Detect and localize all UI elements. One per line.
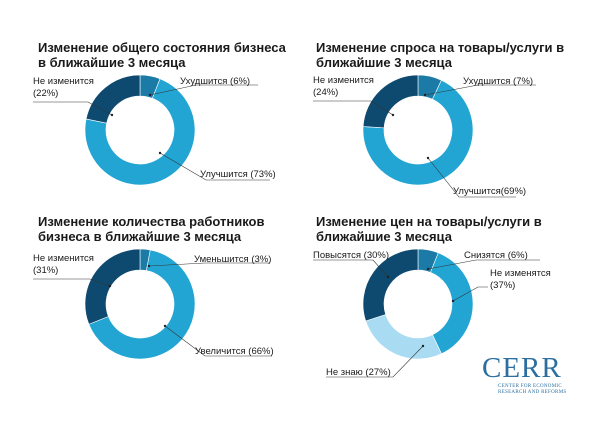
data-label: Ухудшится (7%) — [463, 76, 533, 87]
donut-slice-2 — [84, 78, 196, 186]
leader-line — [164, 325, 272, 357]
donut-slice-2 — [362, 79, 474, 186]
data-label: Уменьшится (3%) — [194, 254, 271, 265]
leader-dot — [147, 264, 151, 268]
cerr-logo: CERR CENTER FOR ECONOMIC RESEARCH AND RE… — [482, 352, 582, 402]
leader-line — [427, 157, 516, 198]
leader-line — [427, 259, 540, 270]
donut-slice-3 — [362, 74, 419, 129]
chart-business-state: Изменение общего состояния бизнеса в бли… — [0, 40, 300, 230]
leader-line — [326, 345, 424, 378]
logo-wordmark: CERR — [482, 352, 562, 384]
data-label: Улучшится(69%) — [453, 186, 526, 197]
data-label: Не знаю (27%) — [326, 367, 391, 378]
donut-slice-4 — [362, 248, 419, 322]
chart-prices: Изменение цен на товары/услуги в ближайш… — [278, 214, 578, 404]
leader-dot — [108, 284, 112, 288]
leader-dot — [426, 156, 430, 160]
chart-title: Изменение общего состояния бизнеса в бли… — [38, 40, 286, 70]
leader-line — [313, 259, 389, 278]
chart-employees: Изменение количества работников бизнеса … — [0, 214, 300, 404]
donut-chart: Уменьшится (3%) Увеличится (66%) Не измени… — [33, 248, 274, 360]
leader-dot — [421, 344, 425, 348]
data-label: Не изменится (24%) — [313, 75, 374, 98]
leader-dot — [391, 113, 395, 117]
leader-dot — [451, 299, 455, 303]
chart-title: Изменение количества работников бизнеса … — [38, 214, 265, 244]
leader-line — [452, 286, 488, 302]
donut-slice-2 — [430, 252, 474, 355]
data-label: Не изменится (31%) — [33, 253, 94, 276]
chart-title: Изменение цен на товары/услуги в ближайш… — [316, 214, 542, 244]
leader-line — [313, 100, 394, 116]
leader-dot — [386, 275, 390, 279]
data-label: Не изменится (22%) — [33, 76, 94, 99]
donut-chart: Снизятся (6%) Не изменятся (37%) Не знаю (2… — [313, 248, 551, 378]
donut-slice-3 — [85, 74, 141, 124]
leader-line — [149, 84, 258, 96]
data-label: Ухудшится (6%) — [180, 76, 250, 87]
donut-slice-3 — [84, 248, 141, 325]
chart-demand: Изменение спроса на товары/услуги в ближ… — [278, 40, 578, 230]
data-label: Снизятся (6%) — [464, 250, 528, 261]
donut-chart: Ухудшится (7%) Улучшится(69%) Не изменится… — [313, 74, 536, 198]
donut-slice-3 — [365, 314, 442, 360]
donut-chart: Ухудшится (6%) Улучшится (73%) Не изменитс… — [33, 74, 276, 186]
data-label: Улучшится (73%) — [200, 169, 276, 180]
leader-line — [33, 101, 113, 116]
leader-line — [148, 262, 270, 267]
leader-dot — [158, 151, 162, 155]
leader-dot — [110, 113, 114, 117]
data-label: Не изменятся (37%) — [490, 268, 551, 291]
data-label: Увеличится (66%) — [195, 346, 274, 357]
leader-dot — [423, 93, 427, 97]
leader-dot — [163, 324, 167, 328]
data-label: Повысятся (30%) — [313, 250, 389, 261]
leader-line — [424, 84, 536, 96]
leader-line — [159, 152, 270, 181]
chart-title: Изменение спроса на товары/услуги в ближ… — [316, 40, 565, 70]
logo-subtitle: CENTER FOR ECONOMIC RESEARCH AND REFORMS — [498, 384, 567, 395]
leader-dot — [426, 267, 430, 271]
leader-dot — [148, 93, 152, 97]
leader-line — [33, 278, 111, 287]
donut-slice-2 — [88, 249, 196, 360]
